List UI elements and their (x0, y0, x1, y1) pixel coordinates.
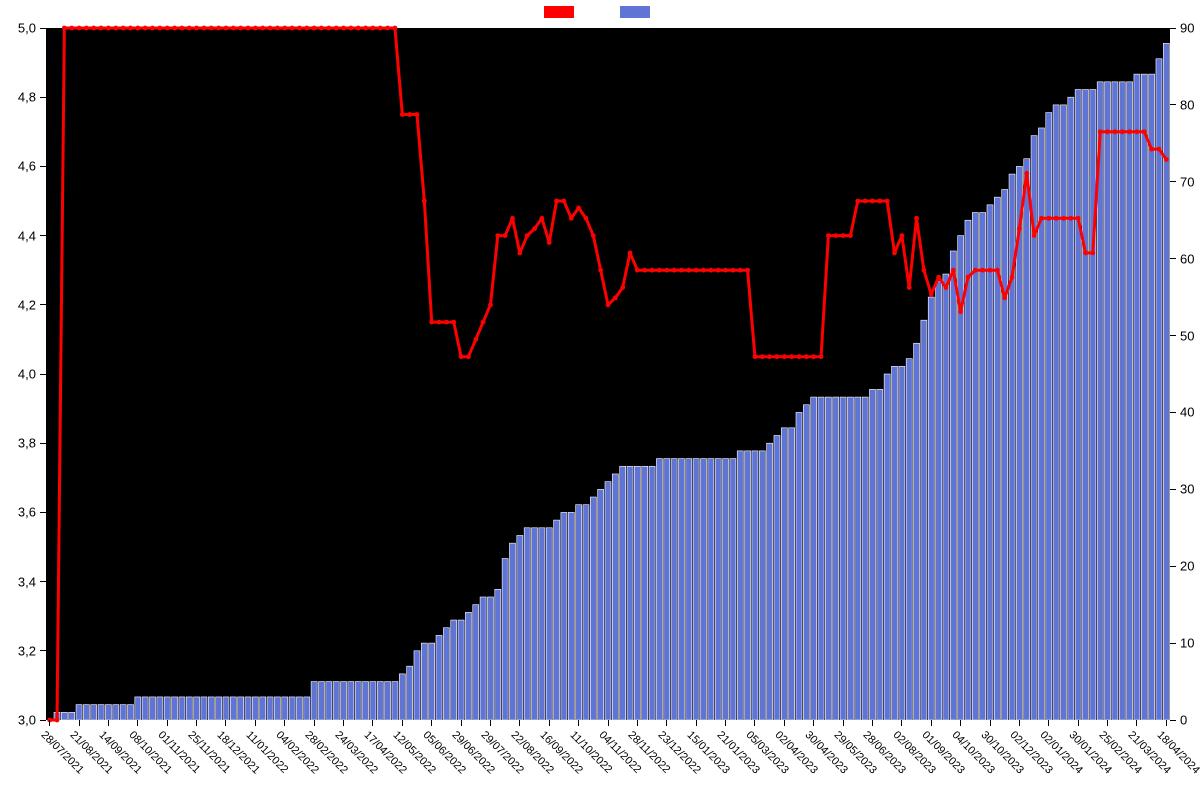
chart-container: 3,0 3,2 3,4 3,6 3,8 4,0 4,2 4,4 4,6 4,8 5,0 0 10 20 3… (0, 0, 1200, 800)
y-left-tick-label: 3,4 (18, 574, 36, 589)
y-right-tick-label: 60 (1180, 251, 1194, 266)
line-series (0, 0, 1200, 800)
y-left-tick-label: 3,6 (18, 505, 36, 520)
y-right-tick-label: 80 (1180, 97, 1194, 112)
y-right-tick-label: 90 (1180, 21, 1194, 36)
y-right-tick-label: 70 (1180, 174, 1194, 189)
y-left-tick-label: 5,0 (18, 21, 36, 36)
y-left-tick-label: 3,0 (18, 713, 36, 728)
y-left-tick-label: 4,4 (18, 228, 36, 243)
y-left-tick-label: 3,2 (18, 643, 36, 658)
y-right-tick-label: 40 (1180, 405, 1194, 420)
y-right-tick-label: 20 (1180, 559, 1194, 574)
y-right-tick-label: 0 (1180, 713, 1187, 728)
y-left-tick-label: 4,2 (18, 297, 36, 312)
y-right-tick-label: 50 (1180, 328, 1194, 343)
y-left-tick-label: 4,8 (18, 90, 36, 105)
y-left-tick-label: 3,8 (18, 436, 36, 451)
y-right-tick-label: 10 (1180, 636, 1194, 651)
y-right-tick-label: 30 (1180, 482, 1194, 497)
y-left-tick-label: 4,6 (18, 159, 36, 174)
y-left-tick-label: 4,0 (18, 367, 36, 382)
